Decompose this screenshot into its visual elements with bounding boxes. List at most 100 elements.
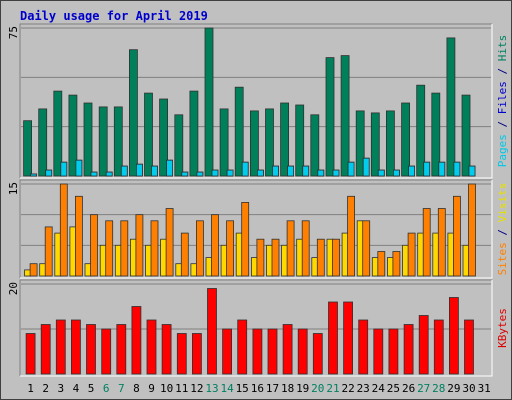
bar-pages-26 [408, 165, 416, 177]
bar-sites-30 [468, 183, 476, 277]
bar-kbytes-5 [86, 324, 96, 375]
legend-entry: / [496, 114, 509, 134]
x-tick-label-2: 2 [42, 382, 49, 395]
bar-pages-16 [256, 169, 264, 177]
bar-kbytes-25 [388, 328, 399, 375]
bar-kbytes-3 [55, 319, 66, 375]
x-tick-label-3: 3 [57, 382, 64, 395]
bar-sites-10 [165, 208, 174, 277]
bar-pages-30 [468, 165, 476, 177]
bar-sites-22 [347, 195, 356, 277]
bar-kbytes-20 [312, 333, 323, 375]
bar-hits-6 [98, 106, 108, 177]
bar-kbytes-12 [191, 333, 202, 375]
x-tick-label-6: 6 [103, 382, 110, 395]
bar-sites-27 [422, 208, 431, 277]
chart-title: Daily usage for April 2019 [20, 9, 208, 23]
bar-hits-17 [265, 108, 274, 177]
bar-pages-2 [45, 169, 53, 177]
bar-kbytes-14 [222, 328, 233, 375]
bar-visits-3 [54, 232, 62, 277]
x-tick-label-20: 20 [311, 382, 324, 395]
bar-kbytes-10 [161, 324, 172, 375]
bar-pages-18 [287, 165, 295, 177]
bar-pages-21 [332, 169, 340, 177]
bar-kbytes-8 [131, 306, 142, 375]
panel-legend: Sites / Visits [496, 183, 509, 276]
x-tick-label-15: 15 [236, 382, 249, 395]
bar-kbytes-4 [71, 319, 81, 375]
bar-visits-4 [69, 226, 77, 277]
bar-kbytes-26 [403, 324, 414, 375]
bar-pages-20 [317, 169, 325, 177]
bar-pages-6 [105, 171, 113, 177]
bar-kbytes-28 [433, 319, 444, 375]
bar-hits-16 [249, 110, 259, 177]
bar-pages-12 [196, 171, 204, 177]
x-tick-label-24: 24 [372, 382, 386, 395]
bar-pages-5 [90, 171, 98, 177]
bar-hits-9 [144, 92, 153, 177]
bar-pages-9 [151, 165, 158, 177]
x-tick-label-4: 4 [73, 382, 80, 395]
bar-pages-15 [241, 161, 249, 177]
legend-entry: Sites [496, 242, 509, 275]
panel-highlight-edge [20, 24, 493, 179]
bar-sites-3 [59, 183, 68, 277]
bar-hits-8 [128, 49, 138, 177]
bar-hits-15 [234, 86, 244, 177]
bar-sites-14 [226, 220, 235, 277]
bar-hits-23 [355, 110, 365, 177]
x-tick-label-26: 26 [402, 382, 415, 395]
legend-entry: / [496, 222, 509, 242]
bar-pages-28 [438, 161, 446, 177]
bar-pages-14 [226, 169, 234, 177]
bar-visits-6 [99, 244, 107, 277]
bar-hits-21 [325, 57, 335, 177]
bar-hits-22 [340, 55, 350, 177]
bar-sites-16 [256, 238, 265, 277]
bar-sites-29 [452, 195, 461, 277]
bar-sites-5 [90, 214, 98, 277]
bar-sites-25 [392, 251, 401, 277]
x-tick-label-25: 25 [387, 382, 400, 395]
y-tick-label: 75 [7, 26, 20, 39]
bar-pages-19 [302, 165, 310, 177]
bar-kbytes-23 [358, 319, 369, 375]
series-kbytes [25, 288, 474, 375]
panel-highlight-edge [20, 280, 493, 377]
bar-kbytes-9 [146, 319, 157, 375]
bar-hits-1 [23, 120, 33, 177]
x-tick-label-21: 21 [326, 382, 339, 395]
bar-pages-22 [347, 161, 355, 177]
bar-visits-2 [39, 263, 47, 277]
bar-kbytes-22 [343, 301, 354, 375]
legend-entry: KBytes [496, 308, 509, 348]
bar-hits-29 [446, 37, 456, 177]
bar-sites-26 [407, 232, 416, 277]
bar-pages-1 [30, 173, 38, 177]
panel-kbytes: 20 KBytes [7, 279, 509, 377]
bar-sites-1 [29, 263, 38, 277]
bar-pages-3 [60, 161, 68, 177]
x-tick-label-1: 1 [27, 382, 34, 395]
x-tick-label-9: 9 [148, 382, 155, 395]
bar-hits-3 [53, 90, 63, 177]
bar-kbytes-19 [297, 328, 308, 375]
bar-kbytes-29 [448, 297, 459, 375]
chart-panels: 75 Pages / Files / Hits 15 Sites / Visits 20… [7, 23, 509, 377]
bar-pages-24 [377, 169, 385, 177]
x-tick-label-29: 29 [447, 382, 460, 395]
bar-visits-5 [84, 263, 92, 277]
x-tick-label-28: 28 [432, 382, 445, 395]
bar-kbytes-2 [40, 324, 51, 375]
panel-highlight-edge [20, 180, 493, 279]
x-tick-label-13: 13 [205, 382, 218, 395]
bar-hits-5 [83, 102, 93, 177]
bar-pages-27 [423, 161, 431, 177]
series-sites [29, 183, 476, 277]
bar-sites-23 [362, 220, 371, 277]
bar-hits-14 [219, 108, 229, 177]
bar-pages-25 [392, 169, 400, 177]
